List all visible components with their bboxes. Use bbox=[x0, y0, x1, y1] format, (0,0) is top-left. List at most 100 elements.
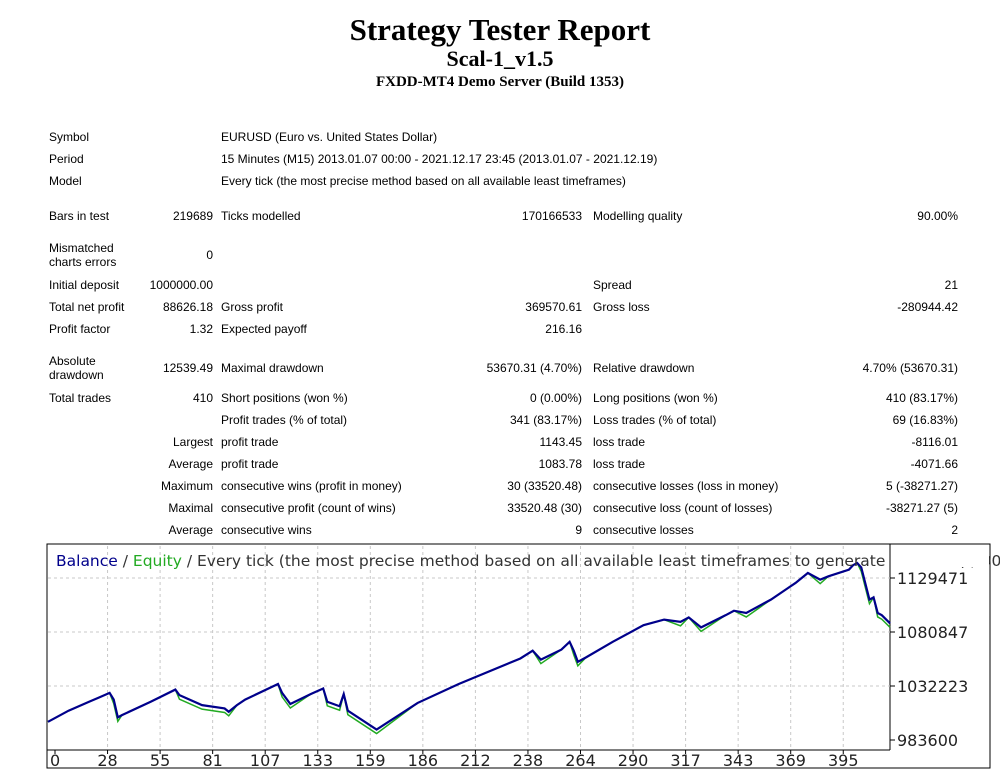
stat-cell: Average bbox=[168, 523, 213, 537]
stat-cell: 0 bbox=[206, 247, 213, 262]
stat-cell: 341 (83.17%) bbox=[509, 413, 582, 427]
stat-cell: Short positions (won %) bbox=[221, 391, 348, 405]
stat-cell: Maximal bbox=[168, 501, 213, 515]
x-tick-label: 55 bbox=[150, 751, 170, 769]
y-tick-label: 1080847 bbox=[897, 623, 968, 642]
stat-cell: Modelling quality bbox=[593, 209, 683, 223]
stat-cell: Profit trades (% of total) bbox=[221, 413, 348, 427]
stat-cell: Bars in test bbox=[49, 209, 110, 223]
stat-cell: consecutive wins (profit in money) bbox=[221, 479, 402, 493]
legend-balance: Balance bbox=[56, 552, 118, 570]
stat-cell: -38271.27 (5) bbox=[885, 501, 958, 515]
stat-cell: profit trade bbox=[221, 457, 279, 471]
x-tick-label: 343 bbox=[723, 751, 754, 769]
stats-table: Bars in test 219689 Ticks modelled 17016653… bbox=[49, 209, 958, 545]
stat-cell: 216.16 bbox=[545, 322, 582, 336]
equity-line bbox=[47, 561, 891, 735]
stat-cell: consecutive losses bbox=[593, 523, 694, 537]
stat-cell: 9 bbox=[575, 523, 582, 537]
stat-cell: 4.70% (53670.31) bbox=[862, 360, 958, 375]
x-tick-label: 395 bbox=[828, 751, 859, 769]
legend-equity: Equity bbox=[133, 552, 182, 570]
stat-cell: Absolute drawdown bbox=[49, 353, 104, 382]
balance-line bbox=[47, 561, 891, 731]
stat-cell: profit trade bbox=[221, 435, 279, 449]
stat-cell: Maximal drawdown bbox=[221, 360, 324, 375]
stat-cell: 53670.31 (4.70%) bbox=[486, 360, 582, 375]
report-title: Strategy Tester Report bbox=[349, 12, 651, 47]
stat-cell: consecutive loss (count of losses) bbox=[593, 501, 773, 515]
x-tick-label: 81 bbox=[202, 751, 222, 769]
stat-cell: -8116.01 bbox=[911, 435, 958, 449]
info-value: EURUSD (Euro vs. United States Dollar) bbox=[221, 130, 438, 144]
stat-cell: 1143.45 bbox=[539, 435, 583, 449]
stat-cell: 1.32 bbox=[189, 322, 213, 336]
stat-cell: 33520.48 (30) bbox=[507, 501, 582, 515]
stat-cell: 90.00% bbox=[917, 209, 958, 223]
x-tick-label: 28 bbox=[97, 751, 117, 769]
stat-cell: Spread bbox=[593, 278, 632, 292]
stat-cell: 2 bbox=[951, 523, 958, 537]
info-value: 15 Minutes (M15) 2013.01.07 00:00 - 2021… bbox=[221, 152, 658, 166]
x-tick-label: 186 bbox=[408, 751, 439, 769]
stat-cell: consecutive wins bbox=[221, 523, 312, 537]
x-tick-label: 107 bbox=[250, 751, 281, 769]
stat-cell: 219689 bbox=[172, 209, 213, 223]
stat-cell: 410 (83.17%) bbox=[885, 391, 958, 405]
x-tick-label: 0 bbox=[50, 751, 60, 769]
y-tick-label: 1129471 bbox=[897, 569, 968, 588]
x-tick-label: 238 bbox=[513, 751, 544, 769]
y-tick-label: 1032223 bbox=[897, 677, 968, 696]
server-name: FXDD-MT4 Demo Server (Build 1353) bbox=[375, 74, 625, 90]
y-tick-label: 983600 bbox=[897, 731, 958, 750]
stat-cell: 69 (16.83%) bbox=[892, 413, 958, 427]
x-tick-label: 317 bbox=[670, 751, 701, 769]
stat-cell: 88626.18 bbox=[162, 300, 213, 314]
stat-cell: loss trade bbox=[593, 457, 646, 471]
stat-cell: Maximum bbox=[160, 479, 213, 493]
stat-cell: Relative drawdown bbox=[593, 360, 695, 375]
info-table: Symbol EURUSD (Euro vs. United States Dol… bbox=[49, 130, 958, 188]
stat-cell: Total trades bbox=[49, 391, 112, 405]
stat-cell: -280944.42 bbox=[897, 300, 958, 314]
stat-cell: consecutive losses (loss in money) bbox=[593, 479, 779, 493]
x-tick-label: 159 bbox=[355, 751, 386, 769]
stat-cell: Total net profit bbox=[49, 300, 125, 314]
stat-cell: -4071.66 bbox=[910, 457, 958, 471]
info-label: Symbol bbox=[49, 130, 90, 144]
chart-legend: Balance / Equity / Every tick (the most … bbox=[56, 552, 1000, 570]
stat-cell: Expected payoff bbox=[221, 322, 307, 336]
stat-cell: Largest bbox=[172, 435, 213, 449]
x-tick-label: 264 bbox=[565, 751, 596, 769]
stat-cell: Ticks modelled bbox=[221, 209, 301, 223]
x-tick-label: 133 bbox=[302, 751, 333, 769]
info-label: Period bbox=[49, 152, 84, 166]
stat-cell: 30 (33520.48) bbox=[507, 479, 582, 493]
stat-cell: Initial deposit bbox=[49, 278, 120, 292]
x-tick-label: 212 bbox=[460, 751, 491, 769]
expert-name: Scal-1_v1.5 bbox=[446, 46, 554, 71]
stat-cell: 410 bbox=[192, 391, 213, 405]
stat-cell: Mismatched charts errors bbox=[49, 240, 117, 269]
stat-cell: 21 bbox=[944, 278, 958, 292]
stat-cell: Profit factor bbox=[49, 322, 111, 336]
stat-cell: 5 (-38271.27) bbox=[885, 479, 958, 493]
stat-cell: 369570.61 bbox=[525, 300, 582, 314]
stat-cell: Gross loss bbox=[593, 300, 650, 314]
info-value: Every tick (the most precise method base… bbox=[221, 174, 626, 188]
stat-cell: Gross profit bbox=[221, 300, 284, 314]
chart-frame bbox=[46, 543, 991, 769]
x-tick-label: 290 bbox=[618, 751, 649, 769]
stat-cell: loss trade bbox=[593, 435, 646, 449]
stat-cell: 170166533 bbox=[521, 209, 582, 223]
stat-cell: 1000000.00 bbox=[149, 278, 213, 292]
info-label: Model bbox=[49, 174, 82, 188]
stat-cell: Long positions (won %) bbox=[593, 391, 718, 405]
stat-cell: 12539.49 bbox=[162, 360, 213, 375]
legend-separator: / bbox=[118, 552, 133, 570]
legend-clip bbox=[891, 545, 989, 567]
stat-cell: 0 (0.00%) bbox=[529, 391, 582, 405]
stat-cell: Average bbox=[168, 457, 213, 471]
stat-cell: 1083.78 bbox=[538, 457, 582, 471]
